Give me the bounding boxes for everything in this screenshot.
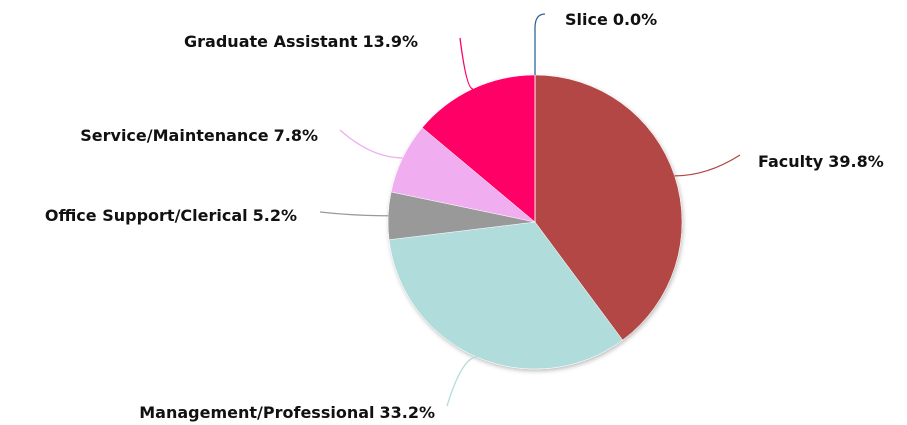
leader-line <box>534 13 546 75</box>
pie <box>387 74 683 370</box>
category-name: Service/Maintenance <box>80 126 269 145</box>
category-name: Management/Professional <box>139 403 374 422</box>
category-name: Graduate Assistant <box>184 32 358 51</box>
leader-line <box>339 129 403 159</box>
leader-line <box>459 37 474 90</box>
slice-label: Graduate Assistant 13.9% <box>184 32 418 51</box>
value-label: 13.9% <box>362 32 418 51</box>
slice-label: Faculty 39.8% <box>758 152 884 171</box>
slice-label: Slice 0.0% <box>565 10 657 29</box>
pie-slice <box>534 74 683 341</box>
slice-label: Office Support/Clerical 5.2% <box>45 206 297 225</box>
category-name: Slice <box>565 10 608 29</box>
value-label: 5.2% <box>253 206 297 225</box>
pie-slice <box>388 221 623 370</box>
category-name: Office Support/Clerical <box>45 206 248 225</box>
pie-slice <box>421 74 536 223</box>
category-name: Faculty <box>758 152 824 171</box>
value-label: 33.2% <box>379 403 435 422</box>
value-label: 0.0% <box>613 10 657 29</box>
leader-line <box>674 154 741 177</box>
value-label: 39.8% <box>828 152 884 171</box>
value-label: 7.8% <box>274 126 318 145</box>
leader-line <box>446 356 478 407</box>
leader-line <box>319 211 389 217</box>
slice-label: Management/Professional 33.2% <box>139 403 435 422</box>
slice-label: Service/Maintenance 7.8% <box>80 126 318 145</box>
